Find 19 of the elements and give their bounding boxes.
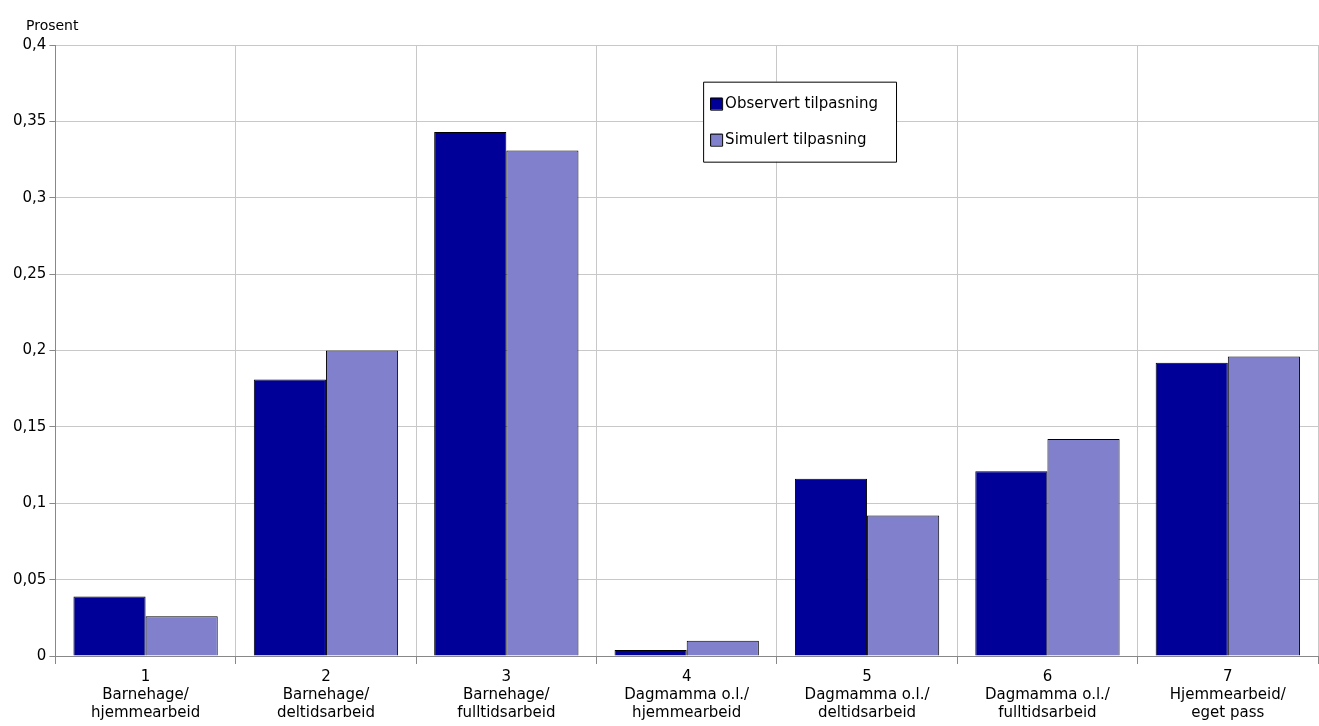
y-tick-label: 0,1 <box>22 493 47 512</box>
legend-label: Observert tilpasning <box>725 93 879 112</box>
x-tick-label: 3 Barnehage/ fulltidsarbeid <box>457 666 556 721</box>
legend-label: Simulert tilpasning <box>725 129 867 148</box>
x-tick-label: 1 Barnehage/ hjemmearbeid <box>91 666 201 721</box>
x-tick-label: 4 Dagmamma o.l./ hjemmearbeid <box>624 666 751 721</box>
y-axis-title: Prosent <box>26 16 79 33</box>
x-tick-label: 5 Dagmamma o.l./ deltidsarbeid <box>804 666 931 721</box>
y-tick-label: 0,25 <box>12 264 47 283</box>
x-tick-label: 6 Dagmamma o.l./ fulltidsarbeid <box>984 666 1111 721</box>
y-tick-label: 0,15 <box>12 416 47 435</box>
y-tick-label: 0,3 <box>22 187 47 206</box>
y-tick-label: 0,05 <box>12 569 47 588</box>
x-tick-label: 7 Hjemmearbeid/ eget pass <box>1169 666 1287 721</box>
x-tick-label: 2 Barnehage/ deltidsarbeid <box>276 666 376 721</box>
y-tick-label: 0,4 <box>22 34 47 53</box>
y-tick-label: 0,2 <box>22 340 47 359</box>
y-tick-label: 0,35 <box>12 111 47 130</box>
y-tick-label: 0 <box>36 645 47 664</box>
